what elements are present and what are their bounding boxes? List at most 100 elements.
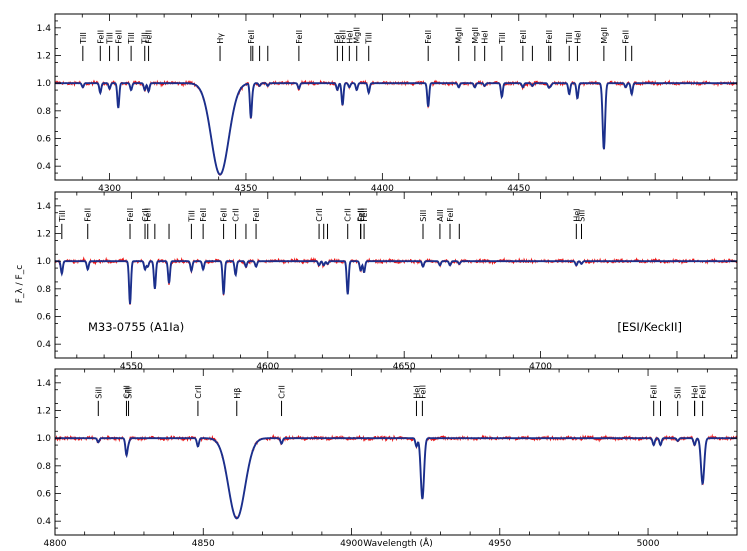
line-id-label: CrII: [357, 208, 366, 222]
line-id-label: MgII: [455, 27, 464, 44]
line-id-label: FeII: [114, 30, 123, 44]
object-label: M33-0755 (A1Ia): [88, 320, 184, 334]
line-id-label: CrII: [232, 208, 241, 222]
y-tick-label: 0.6: [37, 490, 52, 500]
line-id-label: CrII: [122, 385, 131, 399]
x-tick-label: 4650: [393, 362, 416, 372]
y-tick-label: 1.4: [37, 379, 52, 389]
line-id-label: CrII: [344, 208, 353, 222]
line-id-label: SiII: [94, 387, 103, 399]
line-id-label: HeI: [691, 385, 700, 398]
y-tick-label: 0.4: [37, 340, 52, 350]
x-tick-label: 4550: [120, 362, 143, 372]
panel-frame: [54, 13, 738, 181]
y-tick-label: 0.8: [37, 462, 52, 472]
line-id-label: FeII: [126, 208, 135, 222]
y-tick-label: 1.2: [37, 52, 51, 62]
line-id-label: TiII: [187, 210, 196, 223]
y-tick-label: 1.0: [37, 257, 52, 267]
model-spectrum-line: [55, 437, 737, 520]
line-id-label: FeII: [145, 30, 154, 44]
panel-frame: [54, 368, 738, 536]
line-id-label: HeI: [481, 30, 490, 43]
line-id-label: TiII: [127, 32, 136, 45]
line-id-label: MgII: [471, 27, 480, 44]
line-id-label: SiII: [125, 387, 134, 399]
line-id-label: FeII: [360, 208, 369, 222]
line-id-label: MgII: [353, 27, 362, 44]
line-id-label: HeI: [573, 30, 582, 43]
line-id-label: Hβ: [233, 388, 242, 399]
line-id-label: HeI: [412, 385, 421, 398]
y-tick-label: 0.4: [37, 517, 52, 527]
model-spectrum-line: [55, 82, 737, 176]
line-id-label: TiII: [365, 32, 374, 45]
line-id-label: FeII: [252, 208, 261, 222]
x-tick-label: 4350: [235, 184, 258, 194]
line-id-label: FeII: [418, 385, 427, 399]
x-tick-label: 4900: [340, 539, 363, 549]
x-tick-label: 4400: [371, 184, 394, 194]
line-id-label: FeII: [699, 385, 708, 399]
y-tick-label: 0.6: [37, 313, 52, 323]
line-id-label: TiII: [79, 32, 88, 45]
x-axis-label: Wavelength (Å): [363, 537, 432, 549]
line-id-label: SiII: [419, 210, 428, 222]
line-id-label: HeI: [345, 30, 354, 43]
line-id-label: FeII: [144, 208, 153, 222]
line-id-label: SiII: [578, 210, 587, 222]
line-id-label: CrII: [141, 208, 150, 222]
line-id-label: TiII: [106, 32, 115, 45]
line-id-label: TiII: [565, 32, 574, 45]
y-tick-label: 1.2: [37, 407, 51, 417]
line-id-label: CrII: [315, 208, 324, 222]
line-id-label: FeII: [199, 208, 208, 222]
line-id-label: FeII: [357, 208, 366, 222]
y-tick-label: 0.8: [37, 107, 52, 117]
instrument-label: [ESI/KeckII]: [617, 320, 682, 334]
line-id-label: SiII: [674, 387, 683, 399]
line-id-label: FeII: [295, 30, 304, 44]
x-tick-label: 4850: [192, 539, 215, 549]
line-id-label: CrII: [194, 385, 203, 399]
line-id-label: AlII: [436, 209, 445, 221]
y-tick-label: 0.4: [37, 162, 52, 172]
observed-spectrum-line: [55, 79, 737, 176]
line-id-label: FeII: [622, 30, 631, 44]
y-tick-label: 1.4: [37, 24, 52, 34]
line-id-label: TiII: [141, 32, 150, 45]
line-id-label: Hγ: [216, 33, 225, 44]
line-id-label: FeII: [650, 385, 659, 399]
line-id-label: CrII: [278, 385, 287, 399]
line-id-label: HeI: [572, 208, 581, 221]
line-id-label: TiII: [498, 32, 507, 45]
x-tick-label: 4600: [256, 362, 279, 372]
line-id-label: TiII: [58, 210, 67, 223]
line-id-label: FeII: [446, 208, 455, 222]
x-tick-label: 4450: [507, 184, 530, 194]
spectrum-panel-3: 0.4 0.6 0.8 1.0 1.2 1.4 4800 4850 4900 4950 5000 Si…: [37, 368, 738, 549]
line-id-label: FeII: [339, 30, 348, 44]
y-tick-label: 1.0: [37, 434, 52, 444]
y-tick-label: 0.8: [37, 285, 52, 295]
line-id-label: FeII: [84, 208, 93, 222]
panel-frame: [54, 191, 738, 359]
x-tick-label: 5000: [637, 539, 660, 549]
y-tick-label: 1.2: [37, 230, 51, 240]
line-id-label: FeII: [220, 208, 229, 222]
line-id-label: FeII: [96, 30, 105, 44]
y-tick-label: 1.0: [37, 79, 52, 89]
line-id-label: FeII: [545, 30, 554, 44]
line-id-label: FeI: [333, 32, 342, 43]
x-tick-label: 4800: [44, 539, 67, 549]
model-spectrum-line: [55, 260, 737, 305]
y-tick-label: 0.6: [37, 135, 52, 145]
y-axis-label: F_λ / F_c: [15, 265, 25, 303]
line-id-label: FeII: [424, 30, 433, 44]
x-tick-label: 4300: [98, 184, 121, 194]
line-id-label: MgII: [600, 27, 609, 44]
